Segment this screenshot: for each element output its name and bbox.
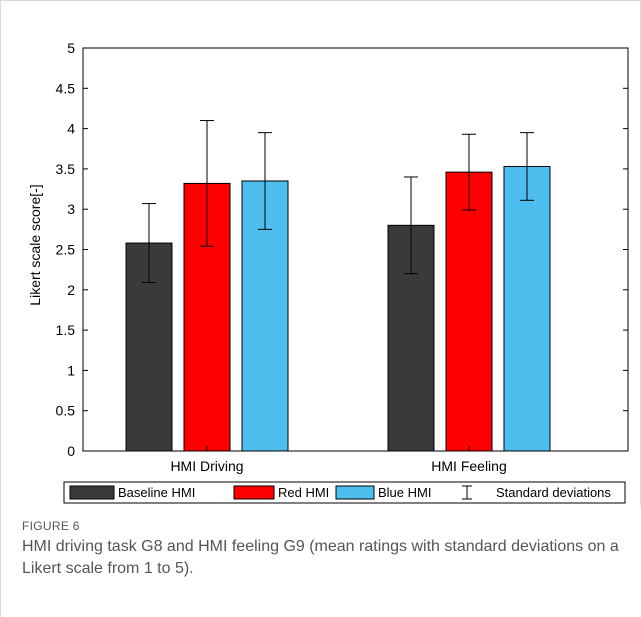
bar: [445, 171, 493, 452]
y-tick-label: 0: [67, 443, 75, 459]
y-tick-label: 2.5: [56, 242, 76, 258]
frame-left-border: [0, 0, 1, 617]
y-tick-label: 5: [67, 40, 75, 56]
legend-label-error: Standard deviations: [496, 485, 611, 500]
figure-label: FIGURE 6: [22, 519, 80, 533]
frame-top-border: [0, 0, 641, 1]
legend-swatch: [233, 485, 275, 500]
y-tick-label: 3.5: [56, 161, 76, 177]
y-tick-label: 1: [67, 362, 75, 378]
legend-label: Baseline HMI: [118, 485, 195, 500]
x-tick-label: HMI Driving: [170, 458, 243, 474]
y-tick-label: 2: [67, 282, 75, 298]
legend-label: Blue HMI: [378, 485, 431, 500]
bar: [503, 165, 551, 452]
legend-label: Red HMI: [278, 485, 329, 500]
y-tick-label: 0.5: [56, 403, 76, 419]
y-tick-label: 4: [67, 121, 75, 137]
bar-chart: Likert scale score[-] 0 0.5 1 1.5 2 2.5 3 3.5 4 4…: [27, 40, 629, 504]
legend-swatch: [69, 485, 115, 500]
y-tick-label: 3: [67, 201, 75, 217]
y-tick-label: 4.5: [56, 80, 76, 96]
x-tick-label: HMI Feeling: [431, 458, 506, 474]
plot-area: 0 0.5 1 1.5 2 2.5 3 3.5 4 4.5 5 HMI Driving HMI Feel…: [56, 40, 629, 474]
figure-caption: HMI driving task G8 and HMI feeling G9 (…: [22, 538, 619, 577]
y-tick-label: 1.5: [56, 322, 76, 338]
y-axis-label: Likert scale score[-]: [27, 184, 43, 305]
legend-swatch: [335, 485, 375, 500]
legend: Baseline HMI Red HMI Blue HMI Standard devi…: [63, 481, 626, 504]
